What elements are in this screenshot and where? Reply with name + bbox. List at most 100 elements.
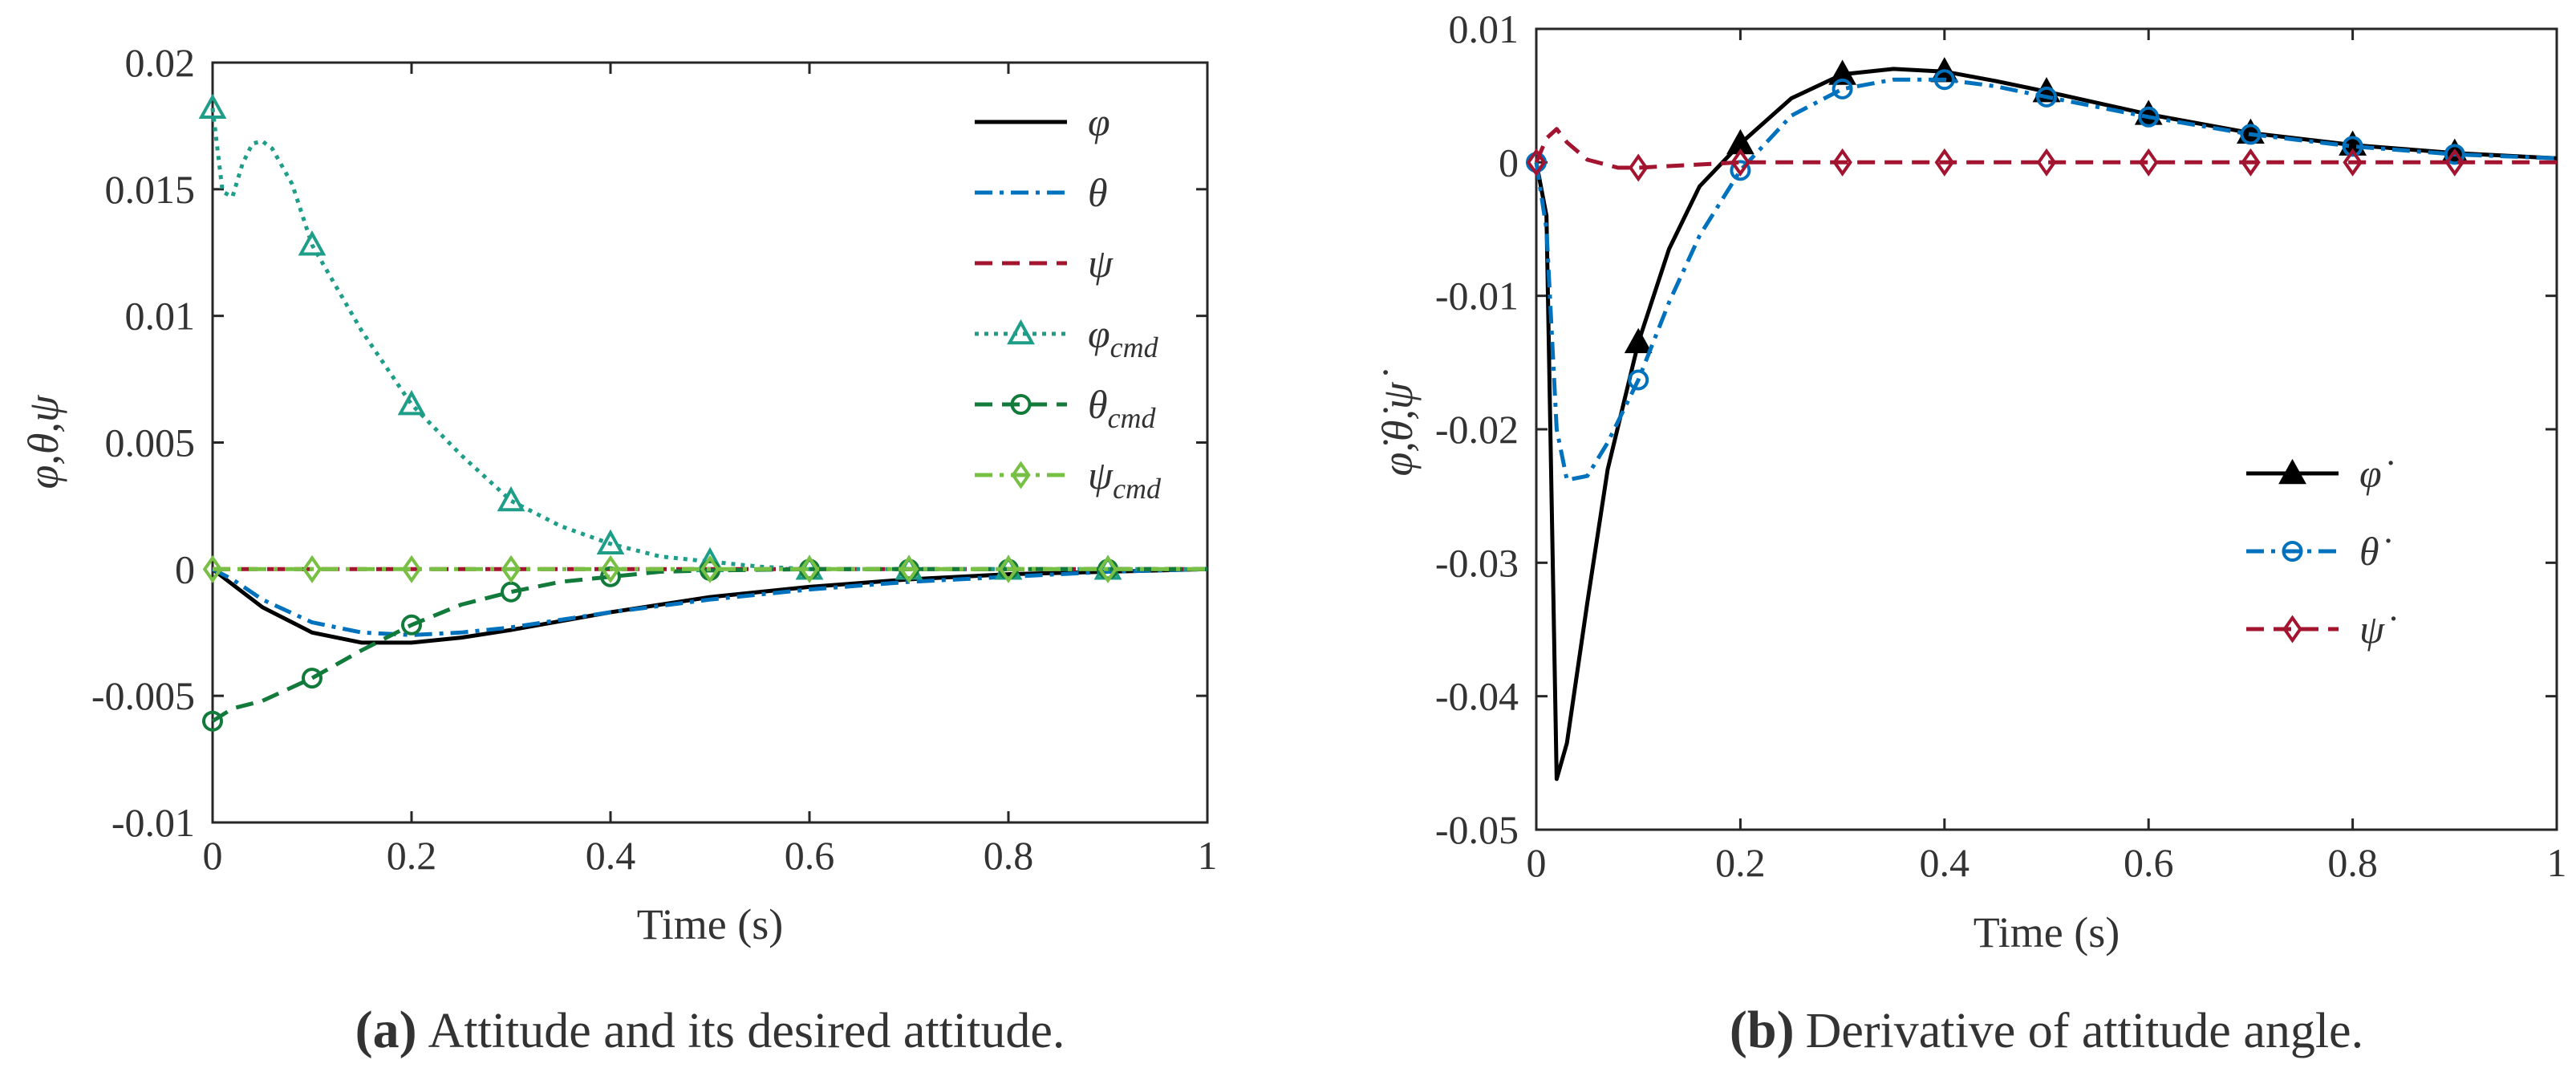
chart-b-xtick-label: 0.4 xyxy=(1920,840,1970,885)
chart-b-series-2-line xyxy=(1534,77,2558,482)
chart-a-legend-name-4: φ xyxy=(1088,311,1110,356)
chart-b-ylabel: φ̇,θ̇,ψ̇ xyxy=(1373,370,1422,477)
chart-b-series-1-marker xyxy=(1624,327,1653,354)
chart-b-series-1-marker xyxy=(1828,59,1856,85)
chart-a-series-5-marker xyxy=(401,614,422,636)
chart-b-series-2-marker xyxy=(2444,144,2465,165)
chart-b-series-3-marker xyxy=(1526,148,1547,177)
chart-a-series-4-line xyxy=(210,108,1207,571)
chart-b-xtick-label: 0.2 xyxy=(1715,840,1766,885)
chart-a-legend-sub-4: cmd xyxy=(1110,331,1159,363)
chart-a-ytick-label: 0.015 xyxy=(105,167,196,212)
chart-a-series-2-line xyxy=(211,566,1208,637)
chart-b-series-3-marker xyxy=(1730,148,1750,177)
chart-a-ytick-label: 0 xyxy=(175,546,195,591)
chart-b-series-2-marker xyxy=(1628,369,1649,391)
chart-a-caption-letter: (a) xyxy=(355,1001,417,1059)
chart-a-xtick-label: 1 xyxy=(1198,833,1218,878)
chart-b-xtick-label: 0 xyxy=(1527,840,1547,885)
chart-a-legend-name-3: ψ xyxy=(1088,241,1114,286)
chart-a-legend-label-2: θ xyxy=(1088,170,1108,215)
chart-b-series-2-marker xyxy=(1933,69,1955,91)
chart-b: 0 0.2 0.4 0.6 0.8 1 -0.05 -0.04 -0.03 -0.02 -0.01 0… xyxy=(1373,6,2567,1059)
chart-b-caption-letter: (b) xyxy=(1730,1001,1795,1059)
chart-a-ytick-label: 0.01 xyxy=(125,294,196,339)
chart-a-series-4-marker xyxy=(596,529,625,554)
chart-a-xtick-label: 0.4 xyxy=(586,833,636,878)
chart-a-series-4-marker xyxy=(198,93,227,120)
chart-b-ticks: 0 0.2 0.4 0.6 0.8 1 -0.05 -0.04 -0.03 -0.02 -0.01 0… xyxy=(1435,6,2567,885)
chart-b-ytick-label: -0.01 xyxy=(1435,274,1519,319)
chart-a-legend-label-1: φ xyxy=(1088,99,1110,144)
chart-a-ticks: 0 0.2 0.4 0.6 0.8 1 -0.01 -0.005 0 0.005 0.01 0.015… xyxy=(91,40,1218,878)
chart-b-xtick-label: 0.6 xyxy=(2124,840,2174,885)
chart-a-series-6-marker xyxy=(501,554,521,583)
chart-b-ytick-label: -0.04 xyxy=(1435,674,1519,719)
chart-a-caption-text: Attitude and its desired attitude. xyxy=(428,1004,1065,1058)
chart-a: 0 0.2 0.4 0.6 0.8 1 -0.01 -0.005 0 0.005 0.01 0.015… xyxy=(19,40,1218,1059)
chart-b-legend-marker-3 xyxy=(2282,615,2302,644)
chart-b-series-3-marker xyxy=(2343,148,2363,177)
chart-b-series-3-marker xyxy=(2036,148,2057,177)
chart-a-legend-marker-4 xyxy=(1007,319,1035,345)
chart-a-xlabel: Time (s) xyxy=(637,900,784,948)
chart-a-legend-sub-5: cmd xyxy=(1108,402,1157,434)
chart-b-caption: (b) Derivative of attitude angle. xyxy=(1730,1001,2363,1059)
chart-b-series-3-marker xyxy=(1832,148,1852,177)
chart-a-series-5-marker xyxy=(302,668,323,689)
chart-a-series-6-marker xyxy=(600,554,621,583)
chart-a-series-4-marker xyxy=(397,390,426,416)
chart-b-legend-marker-2 xyxy=(2282,541,2303,562)
chart-a-series xyxy=(198,93,1208,732)
chart-b-ytick-label: -0.05 xyxy=(1435,807,1519,852)
chart-a-legend-label-5: θcmd xyxy=(1088,382,1157,434)
chart-a-xtick-label: 0.2 xyxy=(387,833,437,878)
chart-a-series-6-marker xyxy=(998,554,1019,583)
chart-b-series-3-marker xyxy=(2138,148,2159,177)
chart-a-series-6-marker xyxy=(899,554,919,583)
chart-b-legend: φ̇θ̇ψ̇ xyxy=(2230,401,2439,674)
chart-b-xlabel: Time (s) xyxy=(1974,908,2120,956)
chart-a-xtick-label: 0.6 xyxy=(785,833,835,878)
chart-a-series-6-marker xyxy=(700,554,720,583)
chart-b-caption-text: Derivative of attitude angle. xyxy=(1806,1004,2364,1058)
chart-a-legend-name-5: θ xyxy=(1088,382,1108,427)
chart-b-series-2-marker xyxy=(2036,86,2057,108)
chart-b-series-3-marker xyxy=(1934,148,1955,177)
chart-b-xtick-label: 1 xyxy=(2547,840,2567,885)
chart-b-series-2-marker xyxy=(1730,160,1751,181)
chart-a-legend-marker-6 xyxy=(1011,461,1031,489)
chart-a-legend-label-3: ψ xyxy=(1088,241,1114,286)
chart-b-series-2-marker xyxy=(2240,124,2262,145)
chart-b-series-3-marker xyxy=(1628,153,1649,182)
chart-a-series-6-marker xyxy=(799,554,820,583)
chart-a-series-6-marker xyxy=(202,554,223,583)
chart-b-series-2-marker xyxy=(2342,136,2363,157)
chart-a-ytick-label: 0.02 xyxy=(125,40,196,85)
chart-a-legend-label-6: ψcmd xyxy=(1088,453,1162,505)
chart-a-ytick-label: 0.005 xyxy=(105,420,196,465)
chart-a-series-5-marker xyxy=(202,710,223,732)
chart-a-legend-label-4: φcmd xyxy=(1088,311,1159,363)
chart-a-caption: (a) Attitude and its desired attitude. xyxy=(355,1001,1065,1059)
chart-a-series-1-line xyxy=(211,566,1208,645)
chart-a-legend-marker-5 xyxy=(1010,394,1032,415)
chart-b-ytick-label: -0.02 xyxy=(1435,407,1519,452)
chart-a-series-6-marker xyxy=(1097,554,1118,583)
chart-b-ytick-label: -0.03 xyxy=(1435,540,1519,585)
chart-a-legend-name-1: φ xyxy=(1088,99,1110,144)
chart-b-xtick-label: 0.8 xyxy=(2327,840,2378,885)
chart-a-series-6-marker xyxy=(401,554,422,583)
chart-b-legend-marker-1 xyxy=(2278,458,2306,485)
chart-a-series-4-marker xyxy=(298,230,327,256)
chart-a-series-4-marker xyxy=(497,485,525,512)
chart-a-legend-name-2: θ xyxy=(1088,170,1108,215)
chart-a-series-5-line xyxy=(211,566,1207,723)
chart-a-legend-name-6: ψ xyxy=(1088,453,1114,497)
chart-b-series-3-marker xyxy=(2241,148,2261,177)
chart-b-series xyxy=(1526,57,2558,782)
chart-b-ytick-label: 0.01 xyxy=(1449,6,1519,51)
chart-a-ylabel: φ,θ,ψ xyxy=(19,394,67,489)
